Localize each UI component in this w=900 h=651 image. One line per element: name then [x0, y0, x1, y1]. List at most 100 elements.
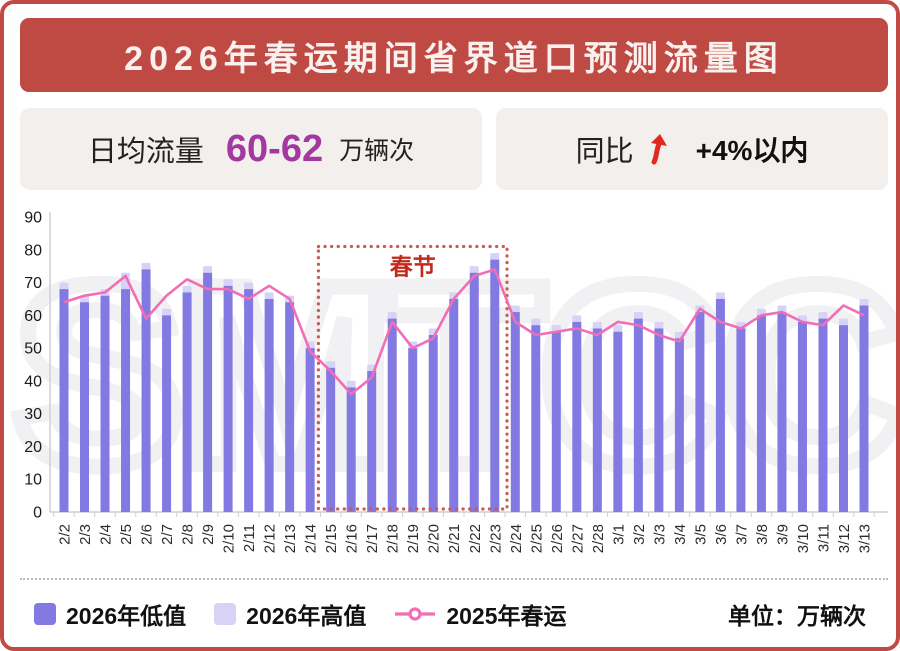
- title-banner: 2026年春运期间省界道口预测流量图: [20, 18, 888, 92]
- svg-text:2/6: 2/6: [139, 524, 156, 545]
- daily-flow-label: 日均流量: [87, 136, 204, 168]
- svg-text:2/28: 2/28: [590, 524, 607, 553]
- svg-text:30: 30: [24, 406, 42, 423]
- bar-high: [654, 321, 664, 329]
- yoy-value: +4%以内: [695, 135, 809, 166]
- svg-text:60: 60: [24, 308, 42, 325]
- bar-high: [141, 262, 151, 270]
- svg-text:40: 40: [24, 373, 42, 390]
- svg-text:2/26: 2/26: [549, 524, 566, 553]
- bar-low: [859, 305, 869, 512]
- legend-label-low: 2026年低值: [66, 603, 187, 629]
- chart-legend: 2026年低值 2026年高值 2025年春运 单位：万辆次: [34, 592, 866, 636]
- bar-low: [715, 298, 725, 512]
- bar-low: [285, 302, 295, 512]
- bar-low: [838, 325, 848, 512]
- bar-low: [654, 328, 664, 512]
- bar-low: [613, 331, 623, 512]
- legend-item-low: 2026年低值: [34, 597, 186, 631]
- svg-text:3/4: 3/4: [672, 524, 689, 545]
- bar-low: [59, 289, 69, 512]
- svg-text:2/22: 2/22: [467, 524, 484, 553]
- bar-high: [613, 325, 623, 332]
- svg-text:2/11: 2/11: [241, 524, 258, 552]
- svg-text:2/18: 2/18: [385, 524, 402, 553]
- bar-low: [387, 318, 397, 512]
- bar-low: [80, 302, 90, 512]
- bar-high: [264, 292, 274, 299]
- bar-high: [203, 266, 213, 273]
- svg-text:3/11: 3/11: [815, 524, 832, 552]
- bar-low: [572, 321, 582, 512]
- svg-text:2/27: 2/27: [569, 524, 586, 553]
- bar-low: [510, 312, 520, 512]
- bar-high: [59, 282, 69, 290]
- bar-high: [490, 253, 500, 260]
- daily-flow-unit: 万辆次: [339, 137, 415, 165]
- bar-low: [695, 312, 705, 512]
- x-axis-labels: 2/2 2/3 2/4 2/5 2/6 2/7 2/8 2/9 2/10 2/11 2/12 2/13…: [57, 524, 874, 553]
- bar-high: [777, 305, 787, 313]
- svg-text:2/16: 2/16: [344, 524, 361, 553]
- svg-text:2/25: 2/25: [528, 524, 545, 553]
- annotation-label: 春节: [389, 253, 436, 279]
- bars-2026: [59, 253, 869, 512]
- daily-flow-value: 60-62: [225, 127, 324, 170]
- svg-text:2/4: 2/4: [98, 524, 115, 545]
- bar-low: [531, 325, 541, 512]
- high-value-swatch-icon: [214, 603, 237, 625]
- bar-low: [777, 312, 787, 512]
- svg-text:2/5: 2/5: [118, 524, 135, 545]
- legend-label-2025: 2025年春运: [446, 603, 567, 629]
- bar-low: [141, 269, 151, 512]
- bar-low: [592, 328, 602, 512]
- bar-high: [346, 380, 356, 388]
- bar-high: [182, 285, 192, 293]
- bar-high: [510, 305, 520, 313]
- svg-text:3/7: 3/7: [733, 524, 750, 545]
- svg-text:2/15: 2/15: [323, 524, 340, 553]
- svg-text:3/8: 3/8: [754, 524, 771, 545]
- svg-text:3/12: 3/12: [836, 524, 853, 553]
- bar-low: [264, 298, 274, 512]
- svg-text:2/9: 2/9: [200, 524, 217, 545]
- bar-high: [531, 318, 541, 326]
- svg-text:20: 20: [24, 439, 42, 456]
- bar-high: [633, 312, 643, 319]
- svg-text:80: 80: [24, 242, 42, 259]
- bar-low: [674, 338, 684, 512]
- svg-text:3/5: 3/5: [692, 524, 709, 545]
- svg-text:2/23: 2/23: [487, 524, 504, 553]
- svg-text:3/9: 3/9: [774, 524, 791, 545]
- svg-text:3/10: 3/10: [795, 524, 812, 553]
- svg-text:2/20: 2/20: [426, 524, 443, 553]
- svg-text:2/12: 2/12: [262, 524, 279, 553]
- bar-low: [305, 348, 315, 512]
- bar-low: [490, 259, 500, 512]
- svg-text:0: 0: [33, 505, 42, 522]
- daily-flow-stat-box: 日均流量 60-62 万辆次: [20, 108, 482, 190]
- svg-text:2/21: 2/21: [446, 524, 463, 553]
- svg-text:2/14: 2/14: [303, 524, 320, 553]
- flow-chart: SMTCC01020304050607080902/22/32/42/52/62…: [4, 210, 896, 554]
- svg-text:3/1: 3/1: [610, 524, 627, 545]
- svg-text:3/3: 3/3: [651, 524, 668, 545]
- bar-high: [859, 298, 869, 306]
- svg-text:3/13: 3/13: [857, 524, 874, 553]
- bar-low: [326, 367, 336, 512]
- svg-text:2/19: 2/19: [405, 524, 422, 553]
- legend-item-2025-line: 2025年春运: [394, 597, 567, 631]
- bar-low: [203, 272, 213, 512]
- bar-low: [736, 328, 746, 512]
- spring-festival-annotation: 春节: [316, 244, 509, 511]
- bar-low: [100, 295, 110, 512]
- yoy-label: 同比: [575, 136, 634, 168]
- bar-low: [346, 387, 356, 512]
- y-axis-labels: 0 10 20 30 40 50 60 70 80 90: [24, 210, 42, 522]
- svg-text:2/24: 2/24: [508, 524, 525, 553]
- bar-high: [387, 312, 397, 319]
- svg-text:2/13: 2/13: [282, 524, 299, 553]
- bar-high: [223, 279, 233, 286]
- bar-high: [572, 315, 582, 322]
